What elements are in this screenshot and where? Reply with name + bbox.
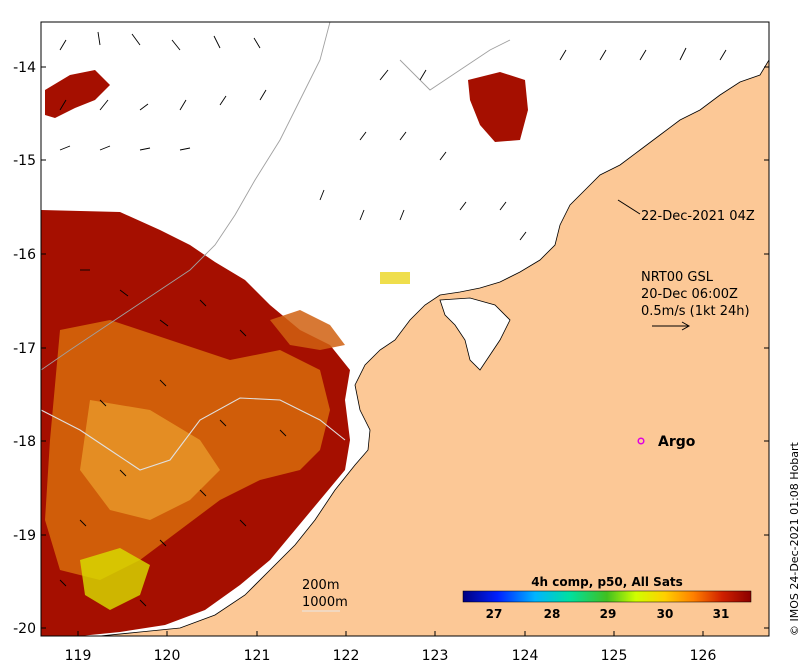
argo-float-marker (637, 437, 645, 445)
lat-label: -17 (13, 341, 36, 357)
lat-axis: -14 -15 -16 -17 -18 -19 -20 (13, 60, 769, 637)
sst-field-yellow (80, 548, 150, 610)
current-model-label: NRT00 GSL (641, 270, 714, 285)
lon-label: 122 (333, 648, 360, 664)
map-plot-area (41, 22, 769, 636)
lon-label: 126 (690, 648, 717, 664)
lat-label: -15 (13, 153, 36, 169)
colorbar-tick: 31 (713, 607, 730, 621)
colorbar-tick: 29 (600, 607, 617, 621)
lat-label: -18 (13, 434, 36, 450)
sst-patch-ne (468, 72, 528, 142)
lat-label: -16 (13, 247, 36, 263)
lon-label: 119 (65, 648, 92, 664)
colorbar-tick: 30 (657, 607, 674, 621)
lon-label: 123 (422, 648, 449, 664)
sst-patch-nw (45, 70, 110, 118)
lat-label: -19 (13, 528, 36, 544)
colorbar-tick: 28 (544, 607, 561, 621)
lat-label: -14 (13, 60, 36, 76)
lon-label: 120 (154, 648, 181, 664)
plot-frame (40, 21, 770, 637)
contour-200m-label: 200m (302, 578, 339, 593)
credit-label: © IMOS 24-Dec-2021 01:08 Hobart (788, 441, 801, 636)
lon-label: 121 (244, 648, 271, 664)
lat-label: -20 (13, 621, 36, 637)
land-mass (99, 59, 769, 636)
contour-200m (41, 397, 346, 471)
contour-1000m (41, 22, 331, 371)
current-vectors (59, 31, 727, 607)
argo-label: Argo (658, 434, 696, 450)
sst-field-hot-patch (80, 400, 220, 520)
lon-axis: 119 120 121 122 123 124 125 126 (65, 631, 717, 664)
colorbar-tick: 27 (486, 607, 503, 621)
gulf-inlet (439, 297, 511, 371)
colorbar: 4h comp, p50, All Sats 27 28 29 30 31 (462, 575, 752, 621)
satellite-pass-label: 22-Dec-2021 04Z (641, 209, 755, 224)
current-time-label: 20-Dec 06:00Z (641, 287, 738, 302)
colorbar-title: 4h comp, p50, All Sats (531, 575, 683, 589)
current-scale-label: 0.5m/s (1kt 24h) (641, 304, 750, 319)
lon-label: 125 (601, 648, 628, 664)
lon-label: 124 (512, 648, 539, 664)
contour-1000m-label: 1000m (302, 595, 348, 610)
scale-arrow-icon (652, 321, 691, 331)
sst-patch-coast (270, 310, 345, 350)
